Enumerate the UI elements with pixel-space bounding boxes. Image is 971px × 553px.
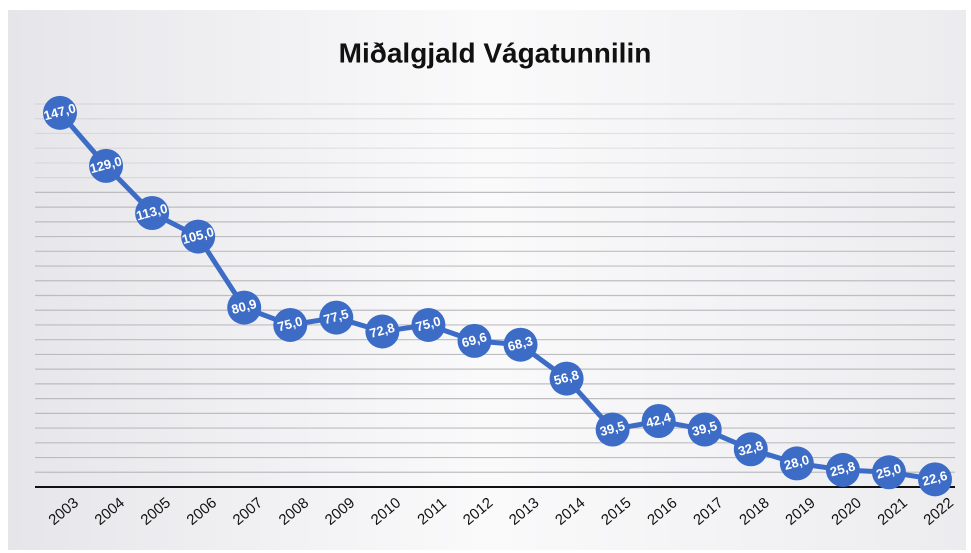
data-label: 28,0 — [782, 452, 810, 473]
data-point — [779, 446, 814, 481]
data-point — [871, 455, 906, 490]
data-label: 77,5 — [322, 306, 350, 327]
data-point — [89, 148, 124, 183]
data-label: 69,6 — [460, 329, 488, 350]
data-point — [918, 462, 952, 497]
data-label: 32,8 — [736, 438, 764, 459]
data-point — [825, 452, 860, 487]
data-label: 75,0 — [276, 313, 304, 334]
data-label: 42,4 — [644, 409, 673, 430]
data-point — [319, 300, 354, 335]
data-point — [503, 327, 538, 362]
data-label: 22,6 — [921, 468, 949, 489]
data-point — [595, 412, 630, 447]
data-point — [227, 290, 262, 325]
data-label: 72,8 — [368, 320, 396, 341]
chart-title: Miðalgjald Vágatunnilin — [339, 37, 652, 68]
data-point — [273, 307, 308, 342]
data-point — [43, 95, 77, 130]
data-label: 68,3 — [506, 333, 534, 354]
data-label: 39,5 — [690, 418, 718, 439]
data-point — [135, 196, 170, 231]
data-point — [411, 307, 446, 342]
data-label: 80,9 — [230, 296, 258, 317]
data-point — [181, 219, 216, 254]
data-label: 39,5 — [598, 418, 626, 439]
data-label: 56,8 — [552, 367, 580, 388]
data-point — [549, 361, 584, 396]
data-point — [687, 412, 722, 447]
data-label: 75,0 — [414, 313, 442, 334]
data-point — [733, 432, 768, 467]
data-label: 25,8 — [828, 458, 856, 479]
data-point — [457, 323, 492, 358]
data-label: 25,0 — [875, 461, 903, 482]
data-point — [641, 404, 676, 439]
data-point — [365, 314, 400, 349]
